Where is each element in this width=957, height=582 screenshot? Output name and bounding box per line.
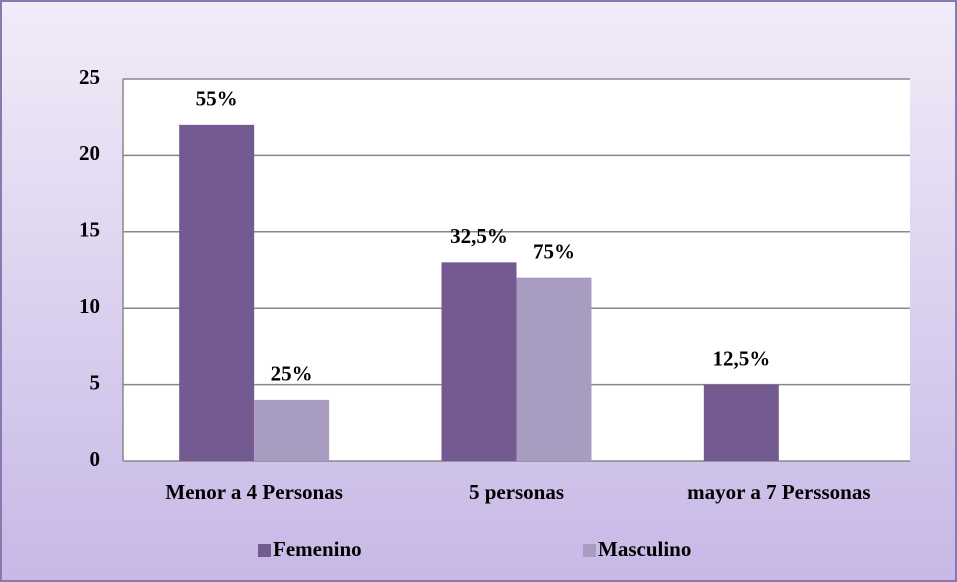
bar xyxy=(179,124,255,461)
bar xyxy=(703,384,779,461)
x-tick-label: 5 personas xyxy=(469,480,564,504)
legend-swatch xyxy=(583,544,596,557)
y-tick-label: 10 xyxy=(79,294,100,318)
y-tick-label: 20 xyxy=(79,141,100,165)
data-label: 25% xyxy=(271,362,313,386)
bar xyxy=(441,262,517,461)
bar xyxy=(254,399,330,461)
y-tick-label: 5 xyxy=(90,370,101,394)
y-tick-label: 25 xyxy=(79,65,100,89)
legend-label: Femenino xyxy=(273,537,362,561)
legend-label: Masculino xyxy=(598,537,691,561)
y-tick-label: 15 xyxy=(79,218,100,242)
data-label: 75% xyxy=(533,239,575,263)
data-label: 32,5% xyxy=(450,224,508,248)
x-tick-label: mayor a 7 Perssonas xyxy=(687,480,870,504)
x-tick-label: Menor a 4 Personas xyxy=(165,480,343,504)
legend-swatch xyxy=(258,544,271,557)
bar xyxy=(516,277,592,461)
y-tick-label: 0 xyxy=(90,447,101,471)
data-label: 12,5% xyxy=(712,346,770,370)
data-label: 55% xyxy=(196,87,238,111)
